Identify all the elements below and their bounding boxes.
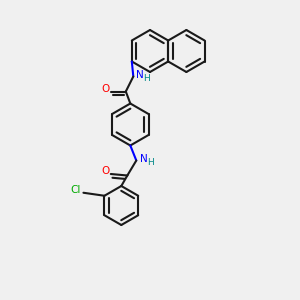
Text: Cl: Cl [71, 185, 81, 195]
Text: H: H [143, 74, 150, 83]
Text: H: H [147, 158, 154, 167]
Text: N: N [136, 70, 144, 80]
Text: O: O [101, 166, 110, 176]
Text: N: N [140, 154, 148, 164]
Text: O: O [101, 83, 110, 94]
